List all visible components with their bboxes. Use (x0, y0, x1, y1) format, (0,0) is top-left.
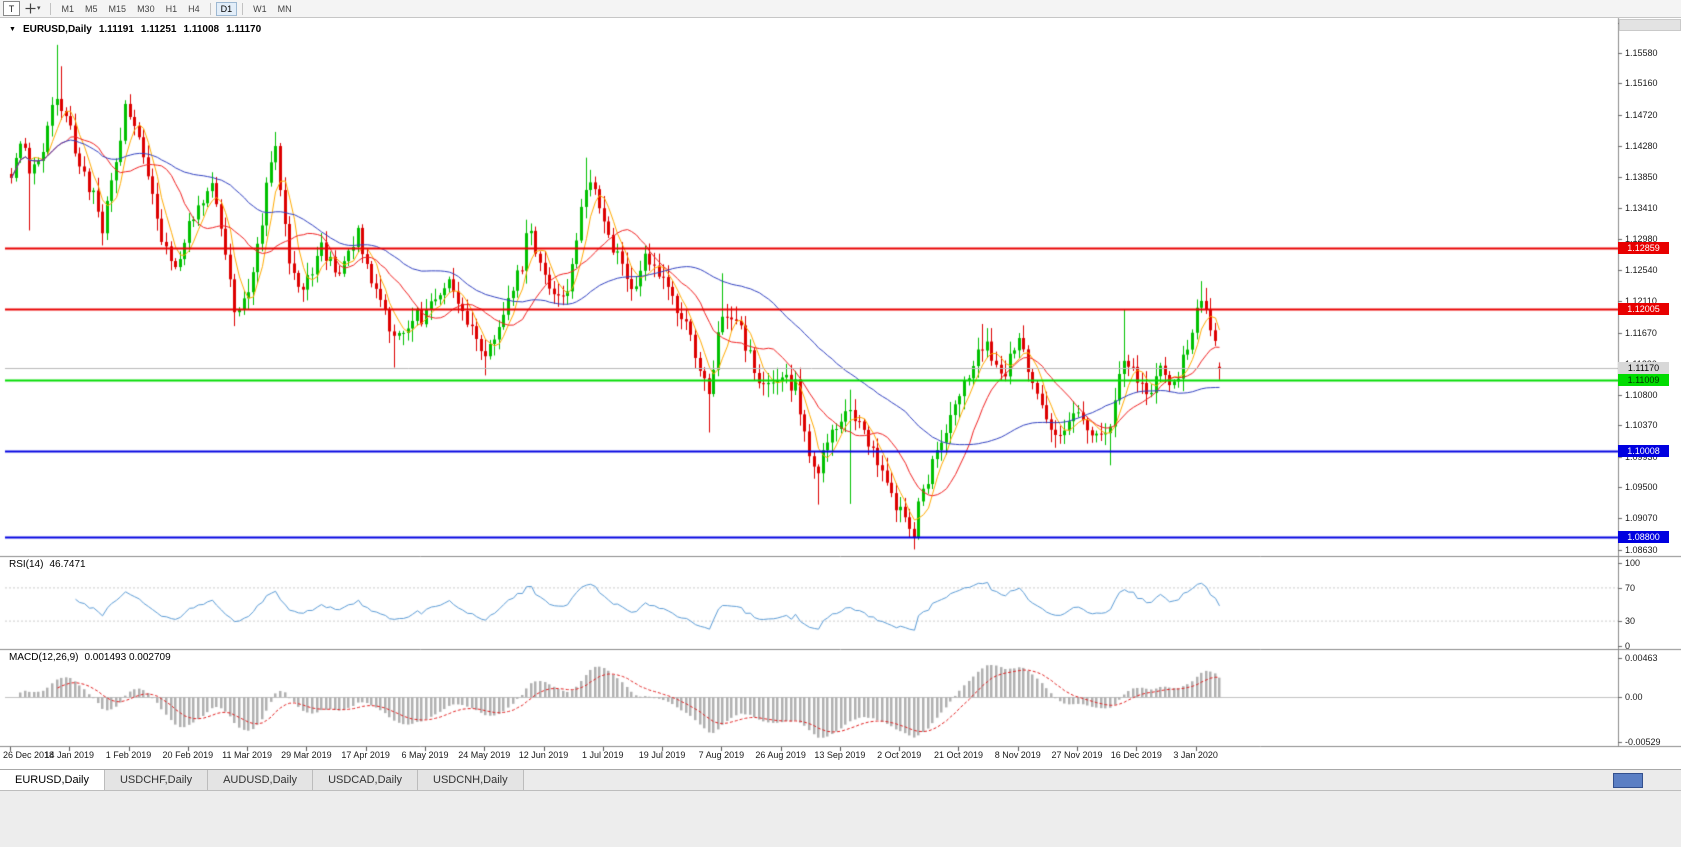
timeframe-d1-button[interactable]: D1 (215, 1, 238, 16)
timeframe-button-group: M1 M5 M15 M30 H1 H4 D1 W1 MN (57, 1, 297, 16)
chevron-down-icon: ▾ (37, 4, 41, 12)
scrollbar-up-button[interactable] (1619, 19, 1681, 31)
timeframe-m5-button[interactable]: M5 (85, 3, 98, 14)
status-area (0, 791, 1681, 847)
symbol-tab-usdchf[interactable]: USDCHF,Daily (104, 770, 209, 790)
timeframe-mn-button[interactable]: MN (277, 3, 292, 14)
ohlc-high-value: 1.11251 (140, 24, 177, 35)
toolbar: T ▾ M1 M5 M15 M30 H1 H4 D1 W1 MN (0, 0, 1681, 18)
ohlc-open-value: 1.11191 (98, 24, 134, 35)
rsi-indicator-label: RSI(14) 46.7471 (9, 559, 86, 570)
macd-value: 0.001493 0.002709 (84, 652, 171, 663)
toolbar-separator (49, 2, 51, 15)
ohlc-close-value: 1.11170 (226, 24, 262, 35)
ohlc-low-value: 1.11008 (183, 24, 220, 35)
crosshair-tool-button[interactable]: ▾ (22, 2, 44, 16)
rsi-value: 46.7471 (49, 559, 86, 570)
rsi-name: RSI(14) (9, 559, 44, 570)
tab-scroll-button[interactable] (1613, 772, 1643, 788)
toolbar-t-label: T (8, 3, 15, 14)
toolbar-separator (242, 2, 244, 15)
timeframe-h1-button[interactable]: H1 (165, 3, 178, 14)
macd-indicator-label: MACD(12,26,9) 0.001493 0.002709 (9, 652, 171, 663)
timeframe-h4-button[interactable]: H4 (188, 3, 200, 14)
symbol-tab-audusd[interactable]: AUDUSD,Daily (208, 770, 314, 790)
symbol-tab-usdcad[interactable]: USDCAD,Daily (313, 770, 419, 790)
crosshair-icon (25, 3, 36, 14)
collapse-triangle-icon[interactable]: ▼ (9, 26, 16, 33)
toolbar-separator (209, 2, 211, 15)
toolbar-t-button[interactable]: T (3, 1, 20, 16)
symbol-tabbar: EURUSD,Daily USDCHF,Daily AUDUSD,Daily USDC… (0, 769, 1681, 791)
chart-ohlc-title: ▼ EURUSD,Daily 1.11191 1.11251 1.11008 1… (9, 24, 261, 35)
timeframe-m1-button[interactable]: M1 (61, 3, 75, 14)
chart-symbol-label: EURUSD,Daily (22, 24, 92, 35)
timeframe-m15-button[interactable]: M15 (108, 3, 127, 14)
timeframe-w1-button[interactable]: W1 (253, 3, 267, 14)
timeframe-m30-button[interactable]: M30 (137, 3, 155, 14)
symbol-tab-eurusd[interactable]: EURUSD,Daily (0, 770, 105, 790)
macd-name: MACD(12,26,9) (9, 652, 79, 663)
symbol-tab-usdcnh[interactable]: USDCNH,Daily (418, 770, 524, 790)
